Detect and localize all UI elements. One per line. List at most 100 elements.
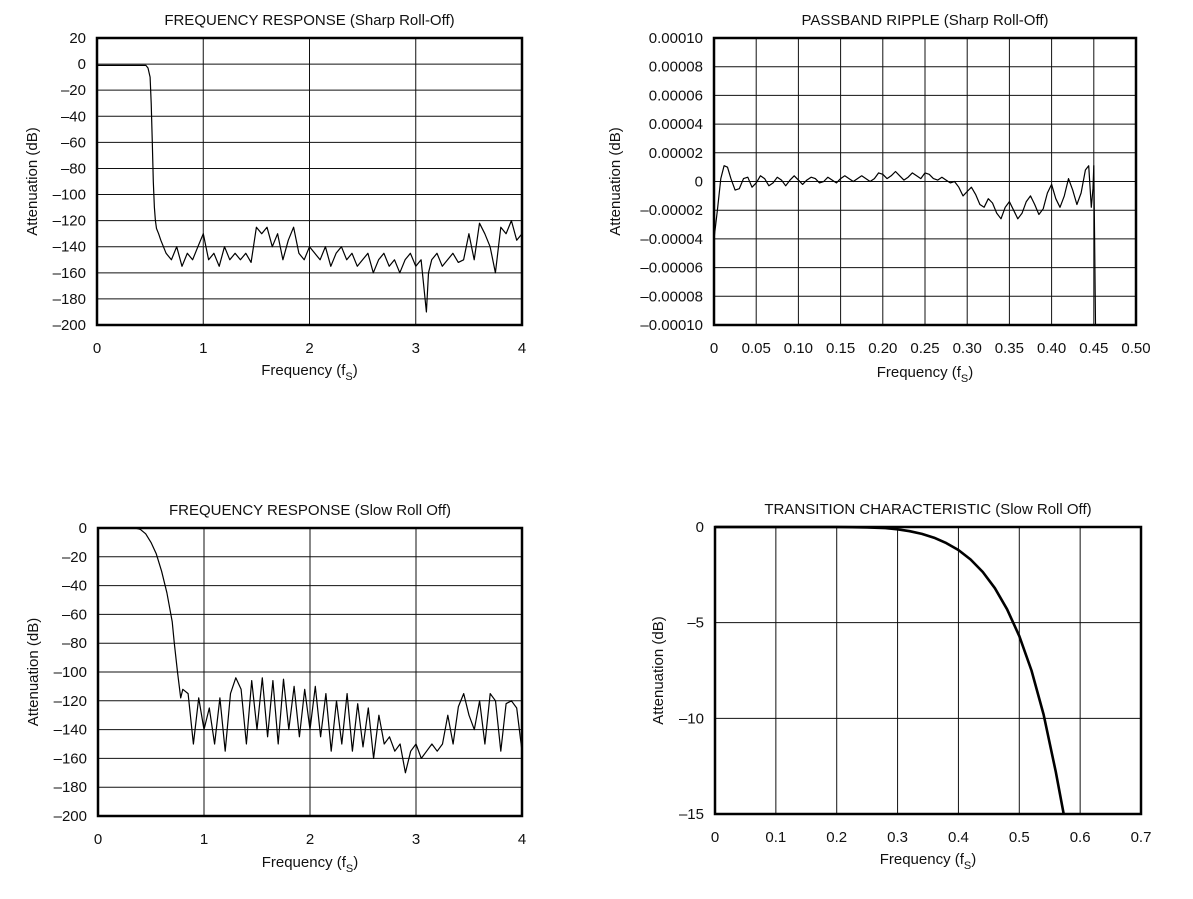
x-axis-label-text: Frequency (f xyxy=(880,851,965,868)
x-tick-label: 0.20 xyxy=(868,340,897,357)
y-axis-label: Attenuation (dB) xyxy=(25,618,42,726)
y-tick-label: –0.00002 xyxy=(640,202,703,219)
x-axis-label: Frequency (fS) xyxy=(877,364,974,385)
x-tick-label: 0.6 xyxy=(1070,829,1091,846)
y-tick-label: 0 xyxy=(696,519,704,536)
plot-frame xyxy=(713,525,1143,816)
chart-title: TRANSITION CHARACTERISTIC (Slow Roll Off… xyxy=(764,501,1091,518)
x-tick-label: 0.3 xyxy=(887,829,908,846)
chart-fr_sharp: FREQUENCY RESPONSE (Sharp Roll-Off) 0 1 2 3 4… xyxy=(24,12,526,383)
x-axis-label-close: ) xyxy=(353,362,358,379)
x-tick-label: 4 xyxy=(518,340,526,357)
y-tick-label: –0.00004 xyxy=(640,231,703,248)
y-tick-label: –180 xyxy=(54,779,87,796)
y-axis-label: Attenuation (dB) xyxy=(650,616,667,724)
x-tick-label: 0.45 xyxy=(1079,340,1108,357)
x-tick-label: 0 xyxy=(711,829,719,846)
y-tick-label: –80 xyxy=(61,160,86,177)
x-tick-label: 0.5 xyxy=(1009,829,1030,846)
x-tick-label: 0 xyxy=(94,831,102,848)
y-tick-label: –120 xyxy=(54,693,87,710)
y-tick-label: 20 xyxy=(69,30,86,47)
y-tick-label: –20 xyxy=(61,82,86,99)
x-axis-label-subscript: S xyxy=(345,371,352,383)
x-tick-label: 0.35 xyxy=(995,340,1024,357)
y-tick-label: –200 xyxy=(54,808,87,825)
plot-frame xyxy=(712,36,1138,327)
y-tick-label: –160 xyxy=(54,750,87,767)
chart-fr_slow: FREQUENCY RESPONSE (Slow Roll Off) 0 1 2 3 4 0… xyxy=(25,502,526,875)
y-tick-label: –100 xyxy=(54,664,87,681)
y-tick-label: –180 xyxy=(53,291,86,308)
x-tick-label: 0.7 xyxy=(1131,829,1152,846)
x-tick-label: 4 xyxy=(518,831,526,848)
y-tick-label: –60 xyxy=(62,606,87,623)
y-tick-label: –140 xyxy=(53,239,86,256)
y-tick-label: 0 xyxy=(695,174,703,191)
y-tick-label: –0.00006 xyxy=(640,260,703,277)
x-tick-label: 1 xyxy=(200,831,208,848)
x-tick-label: 0 xyxy=(93,340,101,357)
y-tick-label: 0.00008 xyxy=(649,59,703,76)
chart-title: FREQUENCY RESPONSE (Sharp Roll-Off) xyxy=(164,12,454,29)
series-line xyxy=(98,527,523,774)
x-axis-label: Frequency (fS) xyxy=(880,851,977,872)
y-tick-label: –10 xyxy=(679,710,704,727)
y-tick-label: 0.00006 xyxy=(649,87,703,104)
x-tick-label: 3 xyxy=(412,831,420,848)
chart-title: FREQUENCY RESPONSE (Slow Roll Off) xyxy=(169,502,451,519)
y-tick-label: –15 xyxy=(679,806,704,823)
y-tick-label: –80 xyxy=(62,635,87,652)
y-axis-label: Attenuation (dB) xyxy=(24,127,41,235)
x-tick-label: 0.1 xyxy=(765,829,786,846)
x-tick-label: 2 xyxy=(305,340,313,357)
series-line xyxy=(715,525,1065,815)
y-tick-label: –60 xyxy=(61,134,86,151)
y-tick-label: –0.00010 xyxy=(640,317,703,334)
series-line xyxy=(97,64,523,313)
y-tick-label: –40 xyxy=(61,108,86,125)
x-tick-label: 0.25 xyxy=(910,340,939,357)
y-tick-label: 0.00002 xyxy=(649,145,703,162)
x-tick-label: 0.10 xyxy=(784,340,813,357)
y-tick-label: –5 xyxy=(687,615,704,632)
chart-transition_slow: TRANSITION CHARACTERISTIC (Slow Roll Off… xyxy=(650,501,1151,872)
plot-frame xyxy=(96,526,524,818)
y-tick-label: –160 xyxy=(53,265,86,282)
y-tick-label: –20 xyxy=(62,549,87,566)
x-tick-label: 0.40 xyxy=(1037,340,1066,357)
y-axis-label: Attenuation (dB) xyxy=(607,127,624,235)
x-axis-label-close: ) xyxy=(353,854,358,871)
y-tick-label: 0.00010 xyxy=(649,30,703,47)
y-tick-label: –140 xyxy=(54,722,87,739)
x-axis-label-text: Frequency (f xyxy=(262,854,347,871)
chart-title: PASSBAND RIPPLE (Sharp Roll-Off) xyxy=(801,12,1048,29)
x-tick-label: 0.2 xyxy=(826,829,847,846)
y-tick-label: 0 xyxy=(78,56,86,73)
x-tick-label: 0.4 xyxy=(948,829,969,846)
y-tick-label: –40 xyxy=(62,578,87,595)
x-axis-label-subscript: S xyxy=(961,373,968,385)
series-line xyxy=(713,165,1097,326)
chart-ripple_sharp: PASSBAND RIPPLE (Sharp Roll-Off) 0 0.05 0.1… xyxy=(607,12,1151,385)
x-axis-label-text: Frequency (f xyxy=(261,362,346,379)
x-axis-label: Frequency (fS) xyxy=(262,854,359,875)
y-tick-label: 0 xyxy=(79,520,87,537)
x-tick-label: 0.30 xyxy=(953,340,982,357)
x-tick-label: 1 xyxy=(199,340,207,357)
x-tick-label: 0.15 xyxy=(826,340,855,357)
x-tick-label: 0.50 xyxy=(1121,340,1150,357)
y-tick-label: –200 xyxy=(53,317,86,334)
x-axis-label-close: ) xyxy=(968,364,973,381)
y-tick-label: –100 xyxy=(53,187,86,204)
x-axis-label-close: ) xyxy=(971,851,976,868)
y-tick-label: –0.00008 xyxy=(640,288,703,305)
y-tick-label: 0.00004 xyxy=(649,116,703,133)
x-axis-label: Frequency (fS) xyxy=(261,362,358,383)
x-axis-label-subscript: S xyxy=(346,863,353,875)
x-axis-label-subscript: S xyxy=(964,860,971,872)
x-tick-label: 0 xyxy=(710,340,718,357)
x-axis-label-text: Frequency (f xyxy=(877,364,962,381)
y-tick-label: –120 xyxy=(53,213,86,230)
